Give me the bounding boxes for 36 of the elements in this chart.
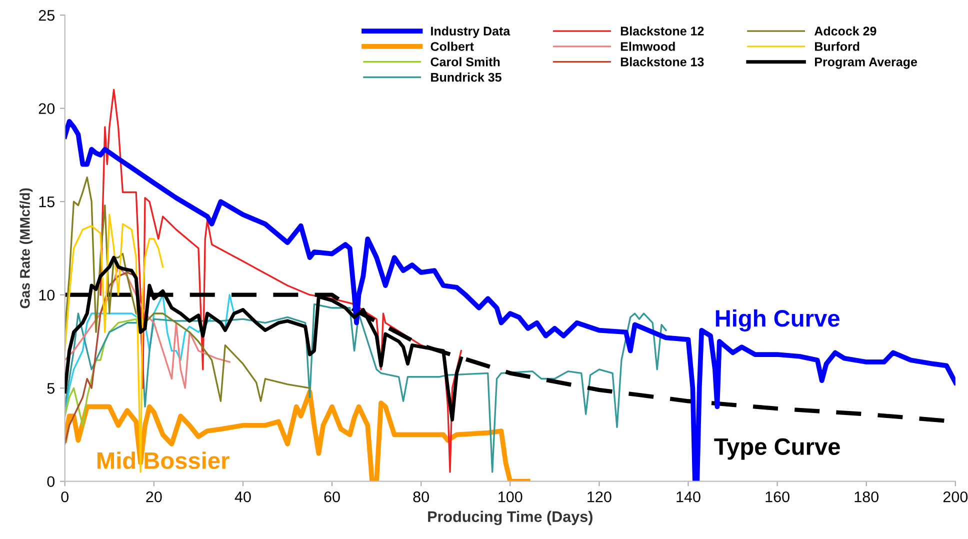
x-tick-label: 160 xyxy=(766,491,790,502)
legend-label: Blackstone 13 xyxy=(620,57,704,66)
x-tick-label: 200 xyxy=(943,491,968,502)
legend-label: Colbert xyxy=(430,42,474,51)
legend-label: Blackstone 12 xyxy=(620,26,704,36)
y-tick-label: 15 xyxy=(39,196,54,208)
x-tick-label: 120 xyxy=(588,491,612,502)
line-series xyxy=(64,303,667,473)
x-tick-label: 140 xyxy=(676,491,700,502)
legend-label: Burford xyxy=(815,42,860,51)
x-tick-label: 20 xyxy=(146,491,162,502)
y-tick-label: 25 xyxy=(38,10,54,21)
annotation: Mid Bossier xyxy=(97,452,230,470)
x-tick-label: 0 xyxy=(61,491,69,502)
y-tick-label: 20 xyxy=(38,103,55,114)
y-tick-label: 10 xyxy=(39,290,55,301)
line-series xyxy=(64,389,530,482)
x-tick-label: 180 xyxy=(854,491,879,502)
legend-label: Adcock 29 xyxy=(814,26,876,36)
line-series xyxy=(64,266,230,389)
x-tick-label: 100 xyxy=(498,491,522,502)
y-tick-label: 0 xyxy=(47,476,55,488)
annotation: Type Curve xyxy=(714,438,840,460)
x-tick-label: 80 xyxy=(413,491,429,502)
legend-label: Elmwood xyxy=(620,42,675,51)
y-tick-label: 5 xyxy=(47,383,54,394)
x-tick-label: 40 xyxy=(234,491,251,502)
x-tick-label: 60 xyxy=(324,491,340,502)
legend-label: Program Average xyxy=(815,58,918,69)
legend-label: Bundrick 35 xyxy=(431,72,502,82)
legend-label: Industry Data xyxy=(431,26,510,38)
line-series xyxy=(64,176,311,402)
annotation: High Curve xyxy=(716,309,840,332)
legend-label: Carol Smith xyxy=(430,57,500,66)
x-axis-title: Producing Time (Days) xyxy=(428,510,592,526)
y-axis-title: Gas Rate (MMcf/d) xyxy=(20,188,33,308)
